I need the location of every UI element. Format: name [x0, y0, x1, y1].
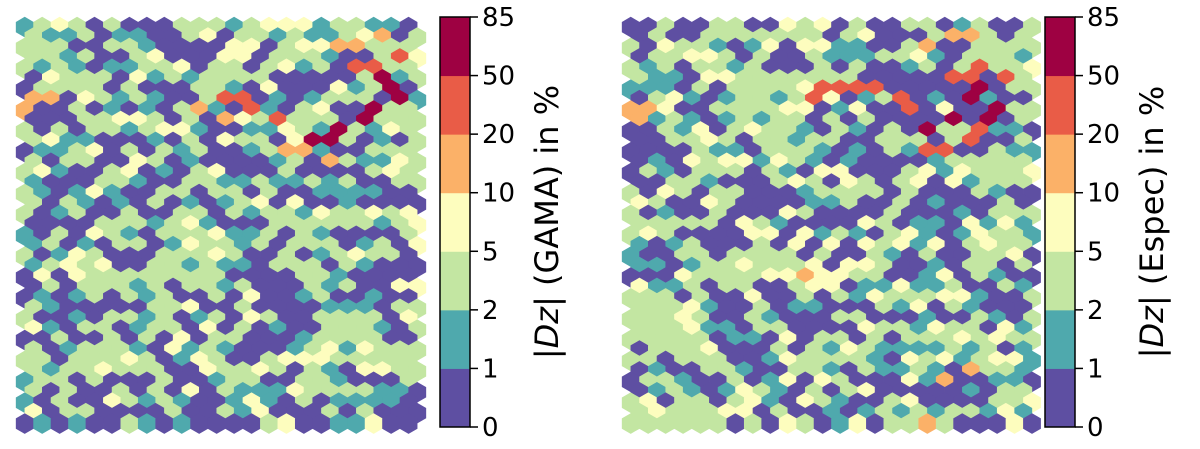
colorbar-tick-label: 2	[1087, 296, 1104, 326]
colorbar-band	[1045, 251, 1075, 311]
hex-cell	[347, 413, 366, 434]
right-colorbar-bands	[1045, 17, 1075, 428]
hex-cell	[50, 413, 69, 434]
left-hexbin-panel	[15, 16, 427, 434]
hex-cell	[953, 413, 972, 434]
hex-cell	[988, 413, 1006, 434]
hex-cell	[883, 413, 902, 434]
right-colorbar-frame	[1044, 16, 1076, 428]
colorbar-band	[440, 134, 470, 194]
hex-cell	[866, 413, 884, 434]
hex-cell	[761, 413, 780, 434]
hex-cell	[900, 413, 919, 434]
hex-cell	[85, 413, 104, 434]
colorbar-tick-label: 50	[1087, 62, 1120, 92]
hex-cell	[935, 413, 954, 434]
hex-cell	[294, 413, 313, 434]
hex-cell	[399, 413, 418, 434]
colorbar-band	[1045, 368, 1075, 428]
hex-cell	[155, 413, 174, 434]
colorbar-tick-label: 10	[482, 179, 515, 209]
colorbar-tick-label: 1	[1087, 354, 1104, 384]
colorbar-tick-label: 0	[1087, 413, 1104, 443]
hex-cell	[242, 413, 261, 434]
hex-cell	[172, 413, 191, 434]
hex-cell	[382, 413, 400, 434]
hex-cell	[225, 413, 243, 434]
hex-cell	[260, 413, 278, 434]
hex-cell	[312, 413, 331, 434]
colorbar-tick-label: 10	[1087, 179, 1120, 209]
colorbar-band	[1045, 134, 1075, 194]
right-hexbin-panel	[621, 16, 1041, 434]
colorbar-band	[440, 17, 470, 77]
colorbar-tick-label: 0	[482, 413, 499, 443]
right-colorbar-ticks: 0 1 2 5 10 20 50 85	[1075, 3, 1120, 443]
hex-cell	[796, 413, 815, 434]
colorbar-band	[1045, 192, 1075, 252]
colorbar-tick-label: 50	[482, 62, 515, 92]
left-colorbar-bands	[440, 17, 470, 428]
colorbar-band	[1045, 17, 1075, 77]
hex-cell	[743, 413, 762, 434]
hex-cell	[329, 413, 348, 434]
hex-cell	[15, 413, 34, 434]
right-hexbin-cells	[621, 16, 1041, 434]
colorbar-band	[440, 75, 470, 135]
colorbar-tick-label: 5	[1087, 237, 1104, 267]
hex-cell	[674, 413, 692, 434]
hex-cell	[656, 413, 675, 434]
hex-cell	[621, 413, 640, 434]
colorbar-band	[440, 192, 470, 252]
hex-cell	[364, 413, 383, 434]
hex-cell	[277, 413, 296, 434]
hex-cell	[190, 413, 209, 434]
colorbar-tick-label: 1	[482, 354, 499, 384]
hex-cell	[33, 413, 52, 434]
hex-cell	[691, 413, 710, 434]
left-colorbar-label: |Dz| (GAMA) in %	[528, 85, 566, 359]
left-colorbar: 0 1 2 5 10 20 50 85 |Dz| (GAMA) in %	[439, 3, 566, 443]
colorbar-band	[1045, 309, 1075, 369]
hex-cell	[709, 413, 727, 434]
hex-cell	[970, 413, 989, 434]
hex-cell	[137, 413, 156, 434]
hex-cell	[120, 413, 139, 434]
colorbar-tick-label: 20	[1087, 120, 1120, 150]
hex-cell	[831, 413, 849, 434]
hex-cell	[778, 413, 797, 434]
colorbar-band	[1045, 75, 1075, 135]
hex-cell	[918, 413, 937, 434]
hex-cell	[1023, 413, 1041, 434]
hex-cell	[1005, 413, 1024, 434]
colorbar-tick-label: 85	[1087, 3, 1120, 33]
colorbar-band	[440, 309, 470, 369]
hex-cell	[813, 413, 832, 434]
left-colorbar-frame	[439, 16, 471, 428]
colorbar-tick-label: 5	[482, 237, 499, 267]
hex-cell	[207, 413, 226, 434]
colorbar-tick-label: 2	[482, 296, 499, 326]
colorbar-tick-label: 20	[482, 120, 515, 150]
hex-cell	[68, 413, 86, 434]
right-colorbar: 0 1 2 5 10 20 50 85 |Dz| (Espec) in %	[1044, 3, 1171, 443]
hex-cell	[639, 413, 658, 434]
left-colorbar-ticks: 0 1 2 5 10 20 50 85	[470, 3, 515, 443]
hex-cell	[848, 413, 867, 434]
hex-cell	[726, 413, 745, 434]
hex-cell	[103, 413, 121, 434]
colorbar-band	[440, 368, 470, 428]
colorbar-tick-label: 85	[482, 3, 515, 33]
right-colorbar-label: |Dz| (Espec) in %	[1133, 86, 1171, 359]
colorbar-band	[440, 251, 470, 311]
left-hexbin-cells	[15, 16, 427, 434]
